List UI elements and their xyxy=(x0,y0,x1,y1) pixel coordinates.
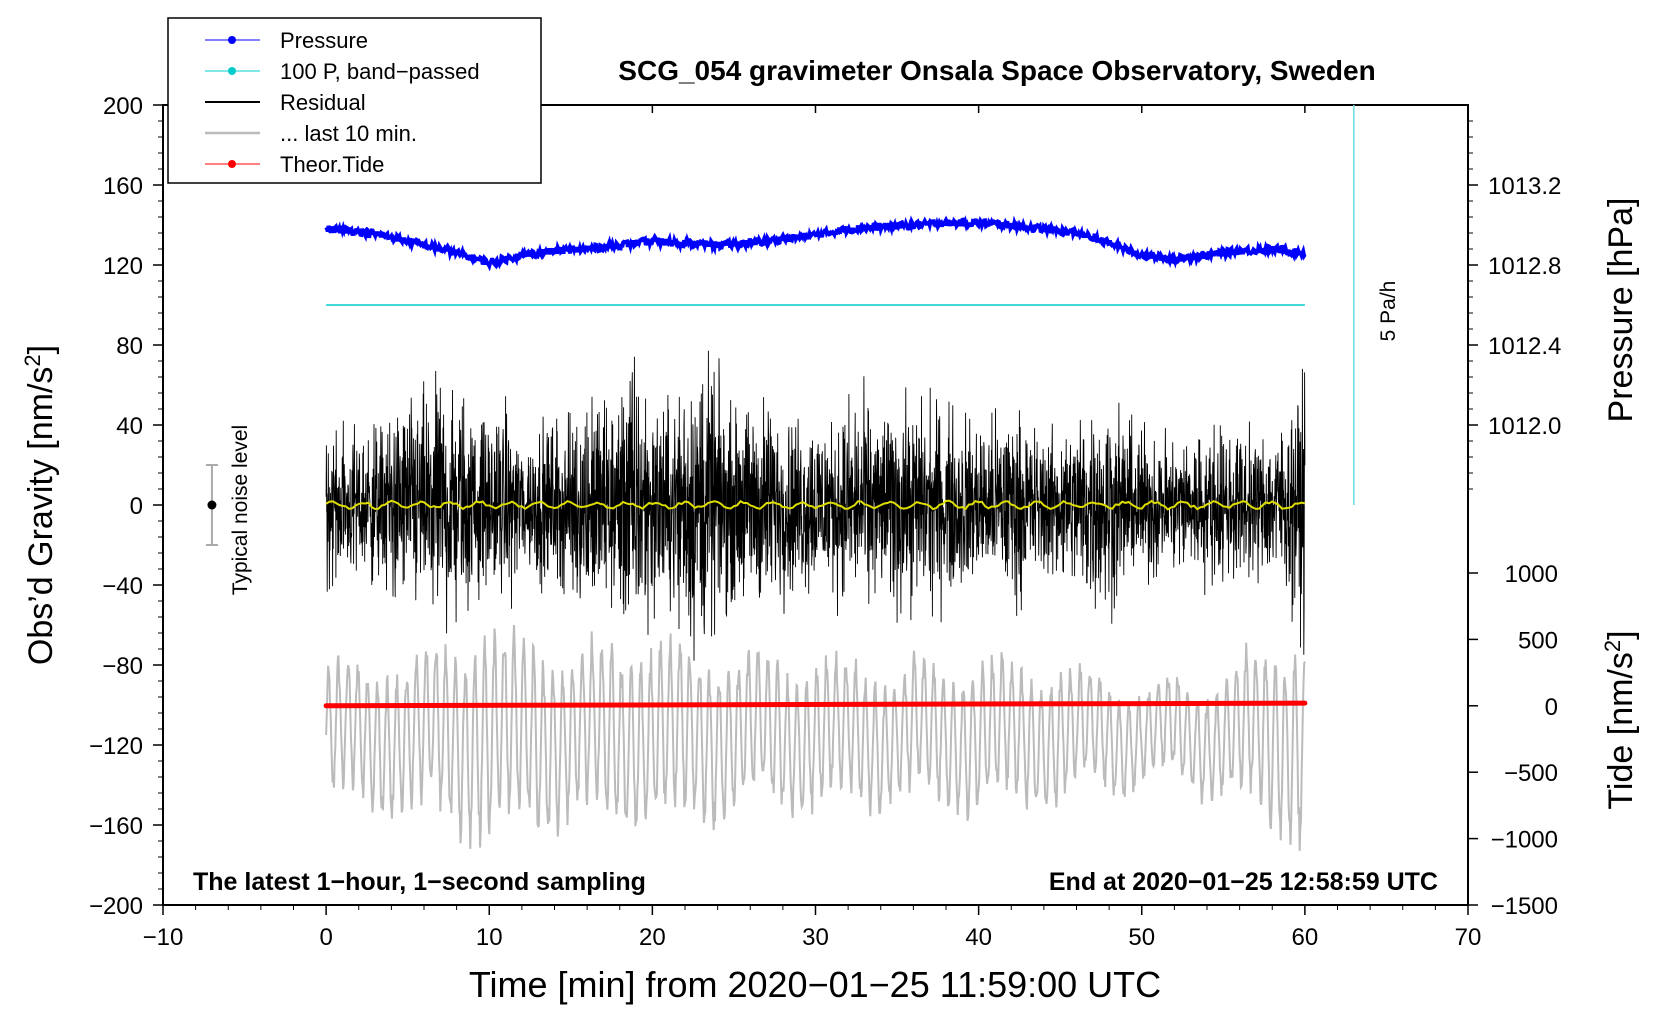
legend-label: Theor.Tide xyxy=(280,152,384,177)
y-axis-label-left: Obs’d Gravity [nm/s2] xyxy=(20,345,61,665)
x-tick-label: 40 xyxy=(965,924,992,951)
series-pressure xyxy=(324,215,1307,272)
series-last-10-min xyxy=(325,624,1306,851)
tide-tick-label: −500 xyxy=(1504,760,1558,787)
y-tick-label: 40 xyxy=(116,413,143,440)
y-tick-label: −160 xyxy=(89,813,143,840)
legend-entries: Pressure 100 P, band−passed Residual ... la… xyxy=(205,28,480,177)
rate-label: 5 Pa/h xyxy=(1377,281,1400,342)
y-axis-label-tide: Tide [nm/s2] xyxy=(1600,630,1641,809)
y-tick-label: 0 xyxy=(130,493,143,520)
series-residual xyxy=(325,350,1306,661)
tide-tick-label: 500 xyxy=(1518,627,1558,654)
pressure-tick-label: 1012.8 xyxy=(1488,253,1561,280)
pressure-tick-label: 1012.4 xyxy=(1488,333,1561,360)
series-theor-tide xyxy=(323,700,1308,709)
y-axis-label-left-sup: 2 xyxy=(20,354,45,366)
y-tick-label: −200 xyxy=(89,893,143,920)
x-tick-label: 0 xyxy=(319,924,332,951)
tide-tick-label: −1000 xyxy=(1491,827,1558,854)
y-tick-label: 120 xyxy=(103,253,143,280)
legend-box xyxy=(167,17,542,184)
pressure-tick-label: 1012.0 xyxy=(1488,413,1561,440)
y-tick-label: 80 xyxy=(116,333,143,360)
x-tick-label: 20 xyxy=(639,924,666,951)
y-tick-label: 160 xyxy=(103,173,143,200)
legend: Pressure 100 P, band−passed Residual ... la… xyxy=(167,17,542,184)
y-axis-label-tide-main: Tide [nm/s xyxy=(1602,652,1640,809)
chart-title: SCG_054 gravimeter Onsala Space Observat… xyxy=(618,55,1375,86)
y-axis-label-tide-close: ] xyxy=(1602,630,1640,639)
legend-marker xyxy=(228,36,236,44)
x-tick-label: −10 xyxy=(143,924,184,951)
y-tick-label: −40 xyxy=(102,573,143,600)
legend-label: Pressure xyxy=(280,28,368,53)
tide-tick-label: 1000 xyxy=(1505,561,1558,588)
x-axis-label: Time [min] from 2020−01−25 11:59:00 UTC xyxy=(469,964,1161,1005)
tide-tick-label: −1500 xyxy=(1491,893,1558,920)
legend-label: ... last 10 min. xyxy=(280,121,417,146)
y-axis-label-left-close: ] xyxy=(22,345,60,354)
legend-label: Residual xyxy=(280,90,366,115)
y-axis-label-pressure: Pressure [hPa] xyxy=(1602,198,1640,423)
sampling-annotation: The latest 1−hour, 1−second sampling xyxy=(193,868,646,896)
series-layer xyxy=(205,105,1355,851)
y-tick-label: 200 xyxy=(103,93,143,120)
end-time-annotation: End at 2020−01−25 12:58:59 UTC xyxy=(1049,868,1438,896)
y-axis-label-left-main: Obs’d Gravity [nm/s xyxy=(22,367,60,666)
y-tick-label: −80 xyxy=(102,653,143,680)
x-tick-label: 60 xyxy=(1292,924,1319,951)
noise-bar-point xyxy=(207,500,217,510)
tide-tick-label: 0 xyxy=(1545,694,1558,721)
pressure-tick-label: 1013.2 xyxy=(1488,173,1561,200)
x-tick-label: 70 xyxy=(1455,924,1482,951)
noise-level-label: Typical noise level xyxy=(229,425,252,595)
y-axis-label-tide-sup: 2 xyxy=(1600,640,1625,652)
x-tick-label: 50 xyxy=(1128,924,1155,951)
legend-marker xyxy=(228,67,236,75)
x-tick-label: 10 xyxy=(476,924,503,951)
axes-layer: −10 0 10 20 30 40 50 60 70 200 160 120 80 40 0 −40 −80 −1… xyxy=(89,93,1561,951)
series-residual-smoothed xyxy=(325,499,1306,511)
y-tick-label: −120 xyxy=(89,733,143,760)
legend-label: 100 P, band−passed xyxy=(280,59,480,84)
x-tick-label: 30 xyxy=(802,924,829,951)
legend-marker xyxy=(228,160,236,168)
